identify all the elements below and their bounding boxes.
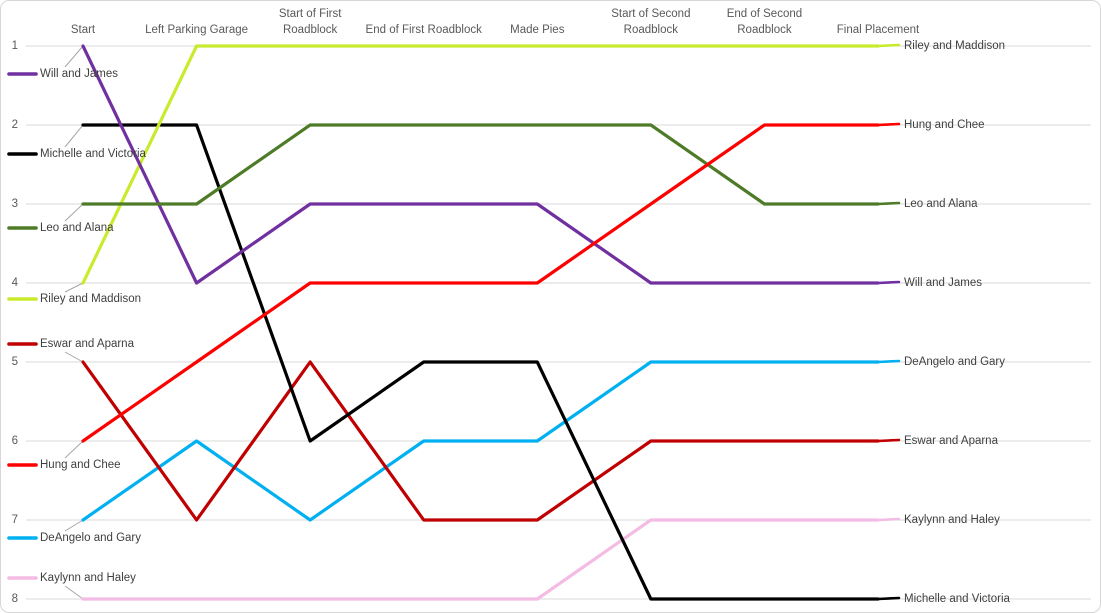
category-label: Start of Second bbox=[611, 8, 690, 20]
legend-label-will-and-james: Will and James bbox=[40, 68, 118, 80]
series-end-stub-kaylynn-and-haley bbox=[876, 517, 901, 522]
legend-leader-line bbox=[64, 440, 84, 459]
series-end-label-will-and-james: Will and James bbox=[904, 277, 982, 289]
series-end-stub-deangelo-and-gary bbox=[876, 359, 901, 364]
category-label: Roadblock bbox=[283, 24, 338, 36]
series-line-leo-and-alana bbox=[81, 123, 880, 206]
series-line-michelle-and-victoria bbox=[81, 123, 880, 601]
rank-tick-label: 4 bbox=[12, 277, 19, 289]
rank-tick-label: 8 bbox=[12, 593, 18, 605]
legend-leader-line bbox=[64, 585, 84, 600]
category-label: End of First Roadblock bbox=[366, 24, 483, 36]
legend-leader-line bbox=[64, 282, 84, 293]
category-label: Start bbox=[71, 24, 96, 36]
category-label: Roadblock bbox=[737, 24, 792, 36]
category-label: Roadblock bbox=[624, 24, 679, 36]
legend-label-riley-and-maddison: Riley and Maddison bbox=[40, 293, 141, 305]
series-end-stub-will-and-james bbox=[876, 280, 901, 285]
legend-label-michelle-and-victoria: Michelle and Victoria bbox=[40, 148, 147, 160]
legend-label-leo-and-alana: Leo and Alana bbox=[40, 222, 114, 234]
series-end-stub-hung-and-chee bbox=[876, 122, 901, 127]
series-end-label-leo-and-alana: Leo and Alana bbox=[904, 198, 978, 210]
series-end-label-riley-and-maddison: Riley and Maddison bbox=[904, 40, 1005, 52]
legend-leader-line bbox=[64, 45, 84, 68]
category-label: Final Placement bbox=[837, 24, 920, 36]
series-line-hung-and-chee bbox=[81, 123, 880, 443]
rank-tick-label: 6 bbox=[12, 435, 18, 447]
category-label: Start of First bbox=[279, 8, 342, 20]
rank-tick-label: 2 bbox=[12, 119, 18, 131]
legend-leader-line bbox=[64, 203, 84, 222]
legend-label-kaylynn-and-haley: Kaylynn and Haley bbox=[40, 572, 136, 584]
rank-tick-label: 5 bbox=[12, 356, 18, 368]
legend-label-eswar-and-aparna: Eswar and Aparna bbox=[40, 338, 135, 350]
rank-tick-label: 1 bbox=[12, 40, 18, 52]
legend-leader-line bbox=[64, 351, 84, 363]
series-end-stub-eswar-and-aparna bbox=[876, 438, 901, 443]
legend-label-hung-and-chee: Hung and Chee bbox=[40, 459, 121, 471]
category-label: End of Second bbox=[727, 8, 802, 20]
series-end-label-deangelo-and-gary: DeAngelo and Gary bbox=[904, 356, 1005, 368]
series-end-stub-leo-and-alana bbox=[876, 201, 901, 206]
series-end-label-kaylynn-and-haley: Kaylynn and Haley bbox=[904, 514, 1000, 526]
series-end-stub-riley-and-maddison bbox=[876, 43, 901, 48]
legend-leader-line bbox=[64, 519, 84, 532]
series-line-kaylynn-and-haley bbox=[81, 518, 880, 601]
series-end-label-eswar-and-aparna: Eswar and Aparna bbox=[904, 435, 999, 447]
series-line-will-and-james bbox=[81, 44, 880, 285]
category-label: Left Parking Garage bbox=[145, 24, 248, 36]
legend-label-deangelo-and-gary: DeAngelo and Gary bbox=[40, 532, 141, 544]
rank-tick-label: 7 bbox=[12, 514, 18, 526]
legend-leader-line bbox=[64, 124, 84, 148]
rank-tick-label: 3 bbox=[12, 198, 18, 210]
category-label: Made Pies bbox=[510, 24, 565, 36]
series-line-riley-and-maddison bbox=[81, 44, 880, 285]
series-line-eswar-and-aparna bbox=[81, 360, 880, 522]
series-end-label-hung-and-chee: Hung and Chee bbox=[904, 119, 985, 131]
series-end-label-michelle-and-victoria: Michelle and Victoria bbox=[904, 593, 1011, 605]
series-end-stub-michelle-and-victoria bbox=[876, 596, 901, 601]
series-line-deangelo-and-gary bbox=[81, 360, 880, 522]
